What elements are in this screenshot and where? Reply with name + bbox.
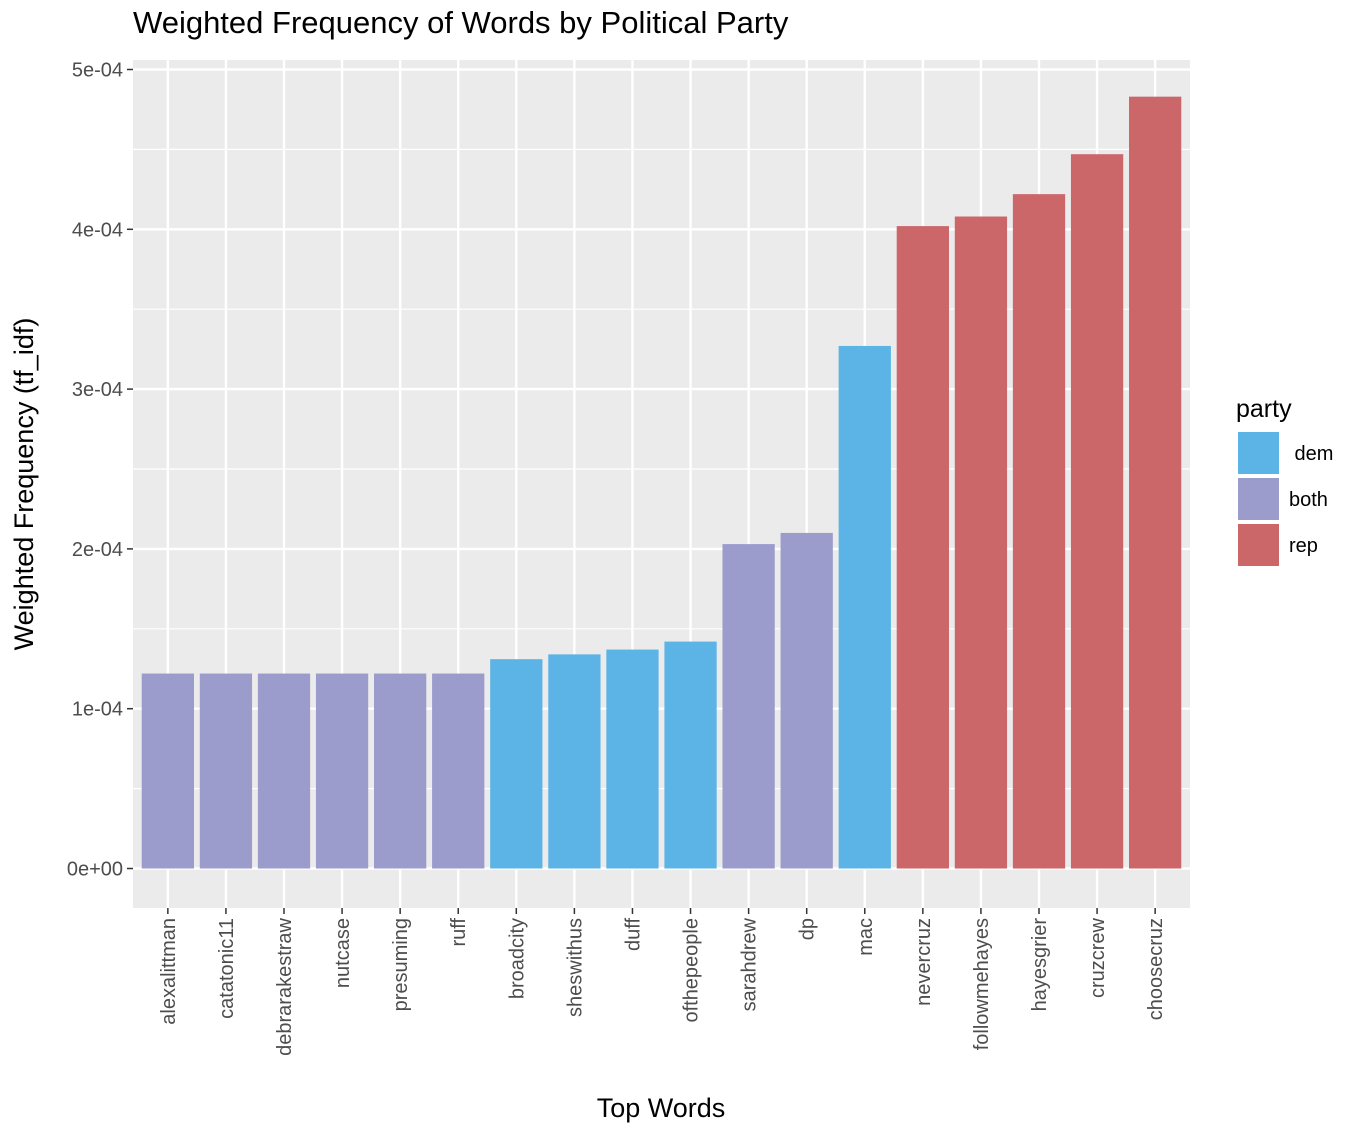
legend-label-dem: dem [1289, 443, 1333, 465]
x-tick-label: sheswithus [564, 918, 586, 1017]
bar-sarahdrew [722, 544, 775, 869]
legend: party dem both rep [1236, 395, 1333, 568]
bar-sheswithus [548, 654, 601, 869]
bar-ruff [432, 673, 485, 869]
y-axis-label: Weighted Frequency (tf_idf) [9, 318, 39, 651]
legend-label-both: both [1289, 489, 1328, 511]
legend-swatch-rep [1236, 522, 1281, 568]
y-tick-label: 5e-04 [72, 60, 123, 82]
x-tick-label: mac [855, 918, 877, 956]
legend-swatch-both [1236, 476, 1281, 522]
chart-title: Weighted Frequency of Words by Political… [133, 5, 789, 40]
x-tick-label: choosecruz [1145, 918, 1167, 1020]
bar-ofthepeople [664, 641, 717, 869]
x-tick-label: sarahdrew [739, 917, 761, 1011]
x-tick-label: alexalittman [158, 918, 180, 1025]
legend-title: party [1236, 395, 1292, 423]
x-tick-label: presuming [390, 918, 412, 1011]
y-tick-label: 3e-04 [72, 379, 123, 401]
y-tick-label: 1e-04 [72, 699, 123, 721]
bar-debrarakestraw [257, 673, 311, 869]
x-tick-label: catatonic11 [216, 918, 238, 1019]
x-tick-label: cruzcrew [1087, 917, 1109, 998]
bar-duff [606, 649, 659, 869]
bar-nutcase [315, 673, 369, 869]
bar-hayesgrier [1012, 194, 1066, 869]
bar-mac [838, 345, 891, 869]
x-tick-label: duff [622, 918, 644, 951]
bar-nevercruz [896, 226, 949, 869]
legend-label-rep: rep [1289, 535, 1318, 557]
x-tick-label: nutcase [332, 918, 354, 988]
x-tick-label: broadcity [506, 918, 528, 999]
x-tick-label: nevercruz [913, 918, 935, 1006]
x-tick-label: dp [797, 918, 819, 940]
bar-broadcity [490, 659, 543, 869]
x-tick-label: ofthepeople [681, 918, 703, 1023]
bar-dp [780, 532, 833, 869]
x-axis-label: Top Words [597, 1093, 726, 1123]
bar-choosecruz [1129, 96, 1182, 869]
x-tick-label: hayesgrier [1029, 918, 1051, 1012]
y-tick-label: 0e+00 [67, 859, 123, 881]
bar-followmehayes [954, 216, 1008, 869]
bar-catatonic11 [199, 673, 253, 869]
y-axis: 0e+00 1e-04 2e-04 3e-04 4e-04 5e-04 [67, 60, 133, 881]
x-tick-label: followmehayes [971, 918, 993, 1050]
legend-swatch-dem [1236, 430, 1281, 476]
y-tick-label: 4e-04 [72, 219, 123, 241]
x-axis: alexalittman catatonic11 debrarakestraw nut… [158, 908, 1167, 1056]
bars [141, 96, 1182, 869]
bar-presuming [374, 673, 427, 869]
bar-alexalittman [141, 673, 194, 869]
y-tick-label: 2e-04 [72, 539, 123, 561]
x-tick-label: ruff [448, 918, 470, 947]
bar-cruzcrew [1070, 154, 1124, 869]
x-tick-label: debrarakestraw [274, 917, 296, 1055]
